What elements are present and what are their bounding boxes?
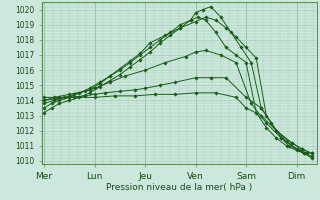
X-axis label: Pression niveau de la mer( hPa ): Pression niveau de la mer( hPa ): [106, 183, 252, 192]
